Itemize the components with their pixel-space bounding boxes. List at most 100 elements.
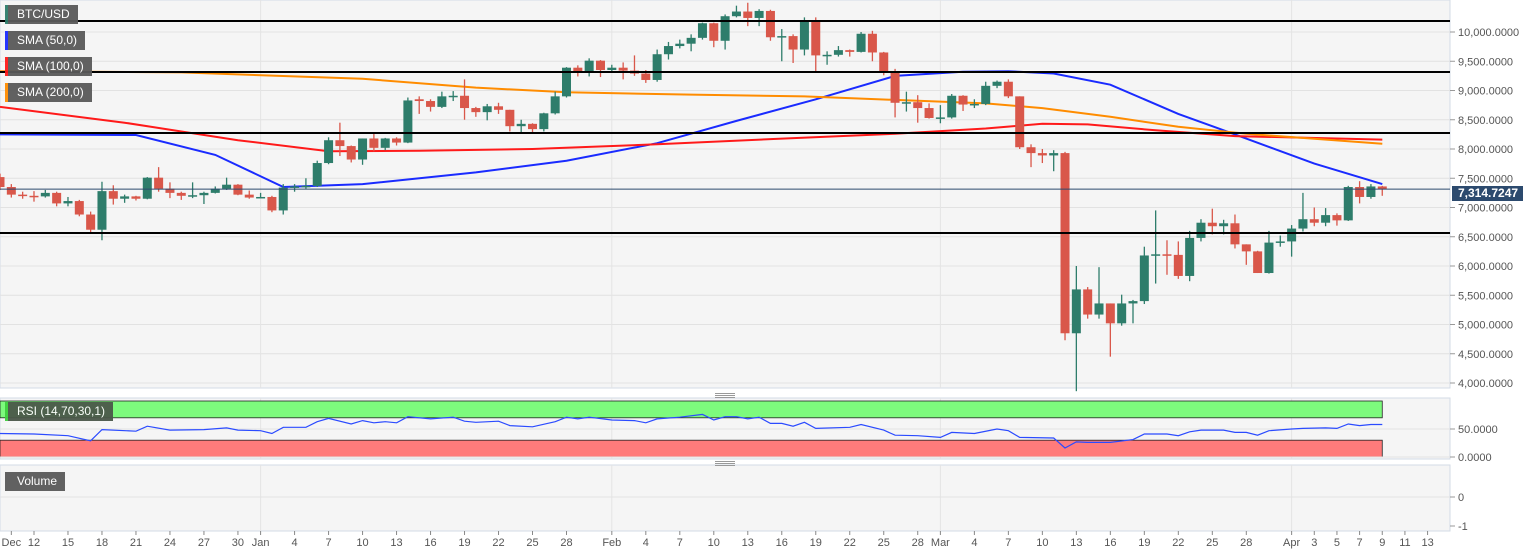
sma-line <box>0 70 1383 145</box>
candle <box>471 106 481 117</box>
candle <box>731 5 741 18</box>
candle <box>618 62 628 80</box>
candle-body <box>1355 187 1365 197</box>
x-tick-label: Mar <box>931 537 950 549</box>
x-tick-label: 13 <box>1070 537 1082 549</box>
candle-body <box>471 108 481 113</box>
candle <box>120 194 130 203</box>
x-tick-label: Feb <box>602 537 621 549</box>
candle-body <box>562 67 571 97</box>
candle-body <box>426 101 436 107</box>
candle <box>74 199 84 217</box>
candle-body <box>595 60 605 71</box>
legend-volume[interactable]: Volume <box>5 472 66 491</box>
x-tick-label: 22 <box>844 537 856 549</box>
candle-body <box>833 50 843 55</box>
candle <box>154 167 164 192</box>
legend-sma-200[interactable]: SMA (200,0) <box>5 83 92 102</box>
candle-body <box>709 23 719 41</box>
candle-body <box>324 140 334 164</box>
candle <box>765 9 775 41</box>
candle-body <box>165 188 175 193</box>
candle <box>256 192 266 199</box>
candle-body <box>1026 147 1036 154</box>
candle <box>901 91 911 112</box>
x-tick-label: 5 <box>1334 537 1340 549</box>
candle-body <box>74 201 84 215</box>
candle <box>754 9 764 27</box>
candle-body <box>1173 254 1183 276</box>
candle <box>1139 246 1149 305</box>
x-tick-label: 7 <box>326 537 332 549</box>
candle-body <box>256 196 266 199</box>
candle-body <box>448 95 458 98</box>
candle <box>1117 294 1127 326</box>
candle <box>1105 303 1115 357</box>
candle <box>52 191 62 207</box>
candle-body <box>1128 301 1138 304</box>
candle-body <box>244 194 254 198</box>
candle-body <box>188 195 198 197</box>
candle <box>380 137 390 151</box>
candle <box>1219 219 1229 235</box>
x-tick-label: 10 <box>356 537 368 549</box>
candle <box>1173 241 1183 279</box>
candle-body <box>675 43 685 47</box>
candle <box>210 186 220 194</box>
candle <box>958 95 968 111</box>
candle-body <box>1321 215 1331 223</box>
candle-body <box>1332 215 1342 221</box>
candle <box>822 51 832 65</box>
candle <box>1309 207 1319 227</box>
legend-sma-100[interactable]: SMA (100,0) <box>5 57 92 76</box>
candle <box>142 177 152 200</box>
legend-btcusd[interactable]: BTC/USD <box>5 5 78 24</box>
candle <box>1094 267 1104 319</box>
candle <box>494 102 504 114</box>
x-tick-label: 21 <box>130 537 142 549</box>
candle-body <box>437 96 447 107</box>
candle-body <box>1117 303 1127 324</box>
x-tick-label: 13 <box>742 537 754 549</box>
candle-body <box>222 184 232 189</box>
x-tick-label: 4 <box>971 537 977 549</box>
x-tick-label: 30 <box>232 537 244 549</box>
current-price-tag: 7,314.7247 <box>1452 185 1524 201</box>
candle-body <box>1151 254 1161 256</box>
candle <box>992 80 1002 89</box>
legend-rsi[interactable]: RSI (14,70,30,1) <box>5 402 114 421</box>
y-tick-label: 9,000.0000 <box>1458 86 1513 98</box>
candle <box>335 122 345 157</box>
candle-body <box>1049 153 1059 156</box>
candle-body <box>414 99 424 102</box>
candle <box>856 32 866 53</box>
candle <box>1264 230 1274 274</box>
candle <box>63 196 73 207</box>
x-tick-label: 10 <box>1036 537 1048 549</box>
main-panel <box>0 0 1451 389</box>
candle <box>709 22 719 48</box>
candle-body <box>845 50 855 52</box>
candle-body <box>607 67 617 71</box>
x-tick-label: 24 <box>164 537 176 549</box>
legend-sma-50[interactable]: SMA (50,0) <box>5 31 86 50</box>
x-tick-label: 19 <box>458 537 470 549</box>
candle <box>1377 185 1387 196</box>
candle <box>743 2 753 27</box>
candle <box>584 58 594 77</box>
candle-body <box>380 138 390 148</box>
candle <box>40 189 50 198</box>
candle <box>505 109 515 132</box>
candle-body <box>777 36 787 38</box>
candle-body <box>369 138 379 148</box>
candle-body <box>403 100 413 143</box>
volume-panel-resize-handle[interactable] <box>715 461 735 466</box>
candle-body <box>720 16 730 41</box>
candle-body <box>97 191 107 230</box>
x-tick-label: 9 <box>1379 537 1385 549</box>
x-tick-label: 13 <box>1421 537 1433 549</box>
candle-body <box>652 54 662 80</box>
rsi-panel-resize-handle[interactable] <box>715 393 735 398</box>
candle-body <box>494 106 504 110</box>
